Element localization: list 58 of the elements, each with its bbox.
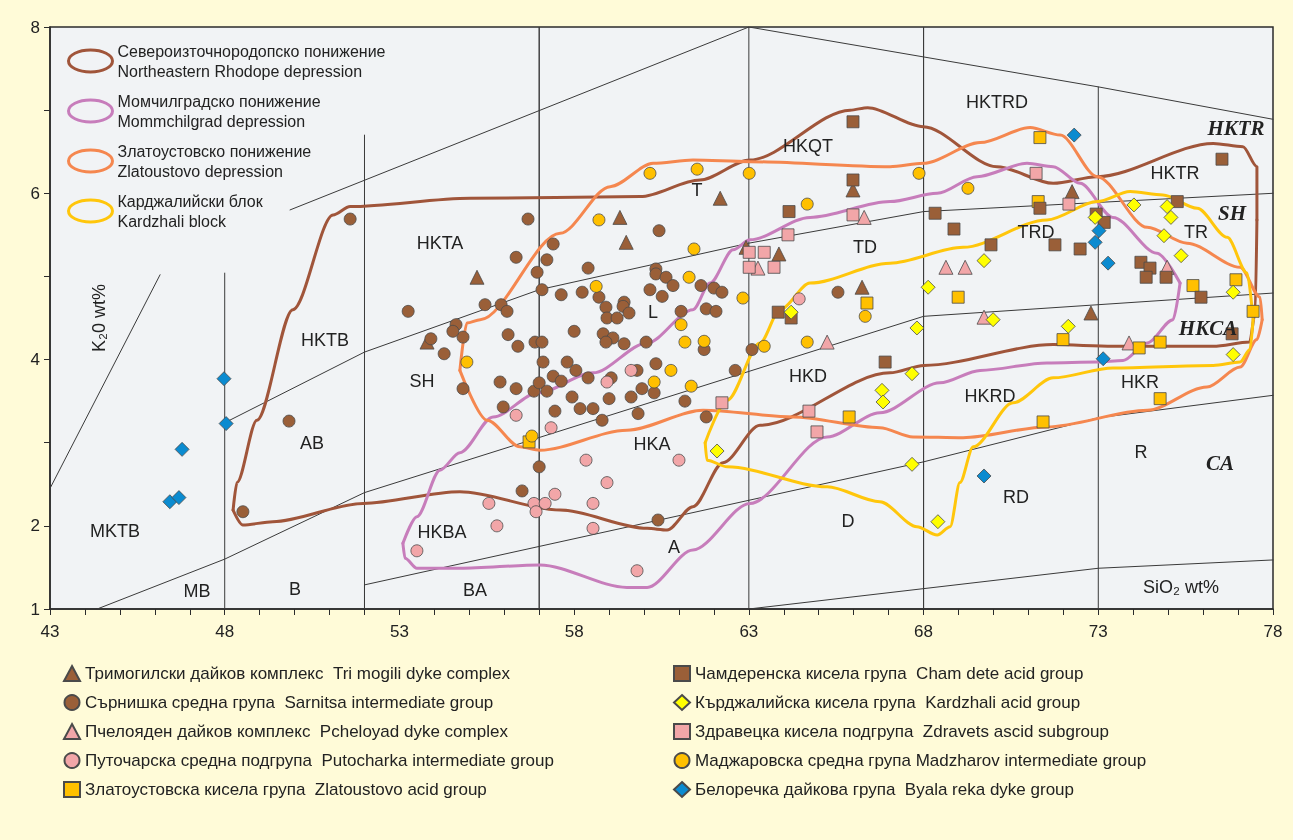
x-tick-label: 73 (1088, 622, 1108, 641)
x-tick-label: 63 (739, 622, 759, 641)
legend-label: Златоустовска кисела група Zlatoustovo acid group (85, 780, 487, 799)
legend-label: Здравецка кисела подгрупа Zdravets ascid subgroup (695, 722, 1109, 741)
legend-label: Момчилградско понижение Mommchilgrad depression (117, 92, 321, 130)
y-tick-label: 8 (30, 17, 40, 37)
x-tick-label: 68 (914, 622, 934, 641)
annotation: HKTR (1150, 163, 1200, 183)
legend-label: Североизточнородопско понижение Northeastern Rhodope depression (117, 42, 386, 80)
annotation: L (647, 302, 659, 322)
annotation: TR (1184, 222, 1208, 242)
legend-label: Златоустовско понижение Zlatoustovo depression (117, 142, 312, 180)
annotation: MKTB (89, 521, 141, 541)
legend-label: Кърджалийска кисела група Kardzhali acid group (695, 693, 1081, 712)
x-tick-label: 43 (40, 622, 60, 641)
y-tick-label: 1 (30, 599, 40, 619)
annotation: SH (409, 371, 435, 391)
annotation: HKTB (300, 330, 350, 350)
legend-label: Карджалийски блок Kardzhali block (117, 192, 264, 230)
annotation: CA (1205, 451, 1235, 475)
annotation: HKRD (964, 386, 1016, 406)
annotation: TD (853, 237, 877, 257)
legend-label: Путочарска средна подгрупа Putocharka intermediate group (85, 751, 554, 770)
annotation: BA (462, 580, 488, 600)
annotation: R (1134, 442, 1148, 462)
annotation: T (691, 180, 703, 200)
annotation: HKR (1120, 372, 1160, 392)
annotation: HKCA (1177, 316, 1238, 340)
y-tick-label: 2 (30, 516, 40, 536)
annotation: SH (1217, 201, 1247, 225)
legend-label: Белоречка дайкова група Byala reka dyke group (695, 780, 1074, 799)
annotation: HKQT (782, 136, 834, 156)
x-axis-title: SiO₂ wt% (1143, 577, 1219, 597)
legend-label: Сърнишка средна група Sarnitsa intermediate group (85, 693, 494, 712)
annotation: AB (299, 433, 325, 453)
annotation: D (841, 511, 855, 531)
x-tick-label: 53 (389, 622, 409, 641)
y-tick-label: 6 (30, 183, 40, 203)
annotation: TRD (1017, 222, 1055, 242)
x-tick-label: 48 (215, 622, 235, 641)
legend-label: Маджаровска средна група Madzharov intermediate group (695, 751, 1147, 770)
x-tick-label: 78 (1263, 622, 1283, 641)
legend-label: Тримогилски дайков комплекс Tri mogili dyke complex (85, 664, 511, 683)
annotation: HKTR (1206, 116, 1265, 140)
y-tick-label: 4 (30, 350, 40, 370)
annotation: HKBA (417, 522, 467, 542)
annotation: MB (183, 581, 211, 601)
annotation: A (667, 537, 681, 557)
annotation: HKTA (416, 233, 464, 253)
legend-label: Чамдеренска кисела група Cham dete acid group (695, 664, 1084, 683)
x-tick-label: 58 (564, 622, 584, 641)
annotation: RD (1003, 487, 1029, 507)
annotation: B (288, 579, 302, 599)
annotation: HKD (788, 366, 828, 386)
annotation: HKA (633, 434, 671, 454)
annotation: HKTRD (966, 92, 1028, 112)
y-axis-title: K₂0 wt% (89, 283, 109, 353)
legend-label: Пчелояден дайков комплекс Pcheloyad dyke complex (85, 722, 509, 741)
